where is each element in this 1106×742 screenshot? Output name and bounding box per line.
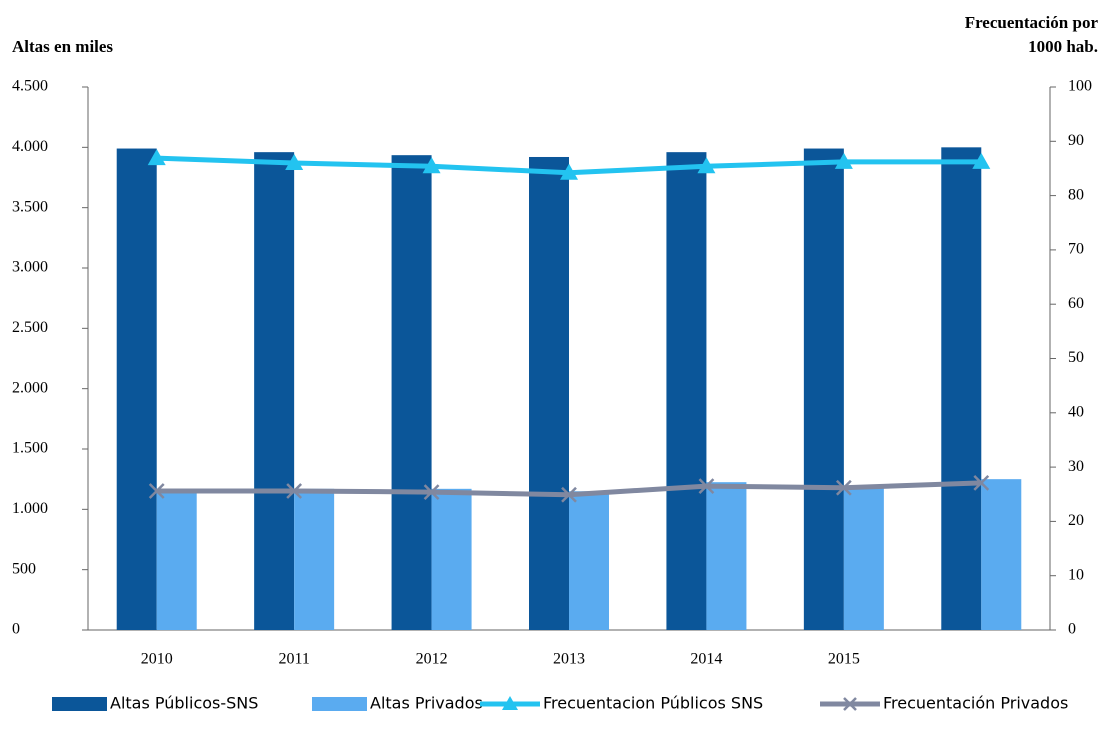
marker (698, 478, 715, 494)
marker (834, 152, 853, 169)
y-tick-label: 1.500 (12, 440, 48, 457)
legend-marker (502, 696, 518, 710)
legend-label: Altas Públicos-SNS (110, 694, 258, 713)
y-tick-label: 4.000 (12, 138, 48, 155)
bar (981, 479, 1022, 630)
bar (116, 148, 157, 631)
marker (972, 152, 991, 169)
y2-tick-label: 20 (1068, 512, 1084, 529)
y-tick-label: 1.000 (12, 500, 48, 517)
marker (422, 157, 441, 174)
y-tick-label: 3.000 (12, 259, 48, 276)
y2-tick-label: 10 (1068, 566, 1084, 583)
bar (254, 152, 295, 630)
marker (560, 163, 578, 180)
y-tick-label: 4.500 (12, 78, 48, 95)
bar (843, 487, 884, 630)
y2-tick-label: 100 (1068, 78, 1092, 95)
bar (706, 482, 747, 630)
y2-tick-label: 90 (1068, 132, 1084, 149)
y2-axis-title: 1000 hab. (1028, 37, 1098, 56)
bar (666, 152, 707, 630)
y-axis-title: Altas en miles (12, 37, 113, 56)
y2-tick-label: 70 (1068, 241, 1084, 258)
legend-marker (843, 697, 857, 711)
y2-tick-label: 60 (1068, 295, 1084, 312)
y-tick-label: 3.500 (12, 198, 48, 215)
marker (697, 157, 716, 174)
marker (835, 479, 852, 496)
x-tick-label: 2011 (278, 651, 309, 668)
bar (391, 155, 432, 630)
bar (294, 488, 335, 630)
bar (431, 488, 472, 630)
marker (148, 483, 165, 499)
y2-tick-label: 30 (1068, 458, 1084, 475)
x-tick-label: 2010 (141, 651, 173, 668)
legend-label: Frecuentación Privados (883, 694, 1068, 713)
bar (156, 488, 197, 630)
y2-tick-label: 50 (1068, 349, 1084, 366)
y2-axis-title: Frecuentación por (965, 13, 1099, 32)
marker (286, 483, 303, 499)
x-tick-label: 2012 (416, 651, 448, 668)
bar (941, 147, 982, 631)
y-tick-label: 2.500 (12, 319, 48, 336)
legend-swatch (312, 697, 367, 711)
marker (973, 474, 990, 491)
y2-tick-label: 40 (1068, 403, 1084, 420)
marker (561, 486, 577, 503)
marker (423, 484, 440, 500)
x-tick-label: 2014 (690, 651, 722, 668)
marker (285, 154, 304, 171)
y-tick-label: 0 (12, 621, 20, 638)
legend-swatch (52, 697, 107, 711)
x-tick-label: 2013 (553, 651, 585, 668)
y-tick-label: 2.000 (12, 379, 48, 396)
x-tick-label: 2015 (828, 651, 860, 668)
bar (529, 156, 569, 630)
legend-label: Frecuentacion Públicos SNS (543, 694, 763, 713)
y-tick-label: 500 (12, 560, 36, 577)
bar (569, 491, 609, 630)
bar (803, 148, 844, 631)
marker (147, 149, 166, 166)
y2-tick-label: 80 (1068, 186, 1084, 203)
legend-label: Altas Privados (370, 694, 483, 713)
y2-tick-label: 0 (1068, 621, 1076, 638)
